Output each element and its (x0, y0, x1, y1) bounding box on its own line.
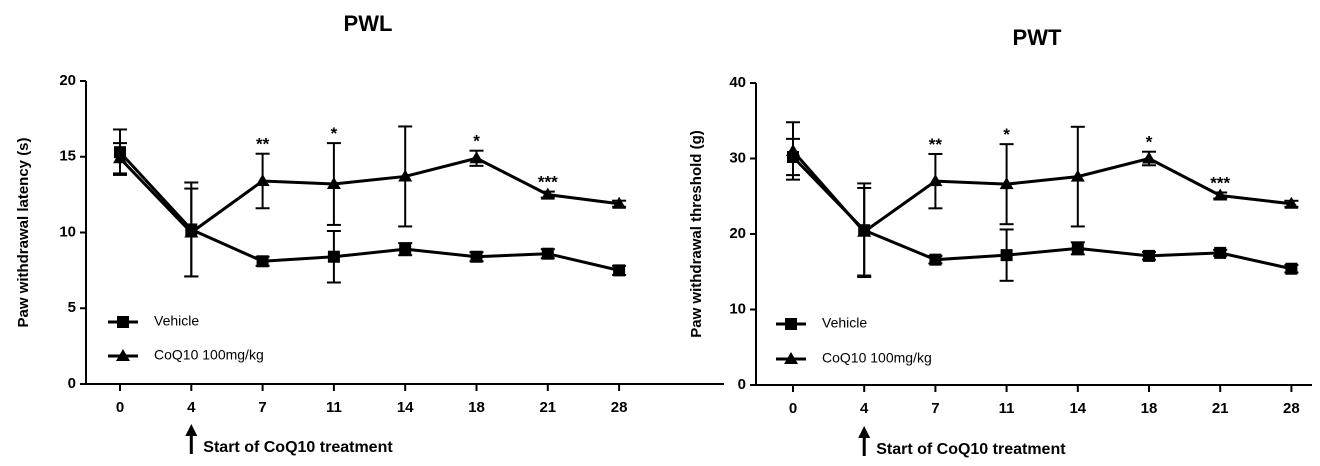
x-tick-label: 7 (931, 400, 939, 417)
series-line-coq10 (118, 156, 620, 235)
data-point-square (399, 243, 412, 256)
data-point-triangle (786, 143, 800, 156)
x-tick-label: 4 (187, 399, 196, 416)
data-point-triangle (612, 196, 627, 209)
x-tick-label: 0 (789, 400, 797, 417)
significance-marker: ** (929, 135, 943, 154)
data-point-triangle (928, 174, 943, 187)
data-point-triangle (1070, 169, 1085, 182)
x-tick-label: 0 (116, 399, 124, 416)
arrow-head (858, 426, 871, 438)
series-line-vehicle (118, 151, 620, 272)
data-point-triangle (326, 177, 341, 190)
chart-title: PWL (344, 11, 393, 36)
significance-marker: * (473, 132, 480, 151)
data-point-triangle (857, 224, 872, 237)
x-tick-label: 11 (326, 399, 342, 416)
y-tick-label: 0 (68, 375, 76, 392)
data-point-square (1000, 249, 1013, 262)
y-tick-label: 0 (738, 376, 746, 393)
y-tick-label: 40 (729, 74, 746, 91)
x-tick-label: 18 (468, 399, 485, 416)
legend-marker-triangle (784, 352, 798, 364)
legend-marker-square (117, 316, 129, 328)
x-tick-label: 14 (1069, 400, 1086, 417)
x-tick-label: 21 (1212, 400, 1229, 417)
significance-marker: * (1003, 125, 1010, 144)
y-tick-label: 20 (59, 72, 76, 89)
data-point-square (541, 247, 554, 260)
data-point-square (929, 253, 942, 266)
data-point-triangle (1142, 151, 1156, 164)
x-tick-label: 14 (397, 399, 414, 416)
data-point-square (1285, 262, 1298, 275)
x-tick-label: 18 (1141, 400, 1158, 417)
data-point-triangle (255, 173, 270, 186)
y-tick-label: 20 (729, 225, 746, 242)
data-point-square (256, 255, 269, 268)
legend-label: Vehicle (154, 313, 199, 329)
significance-marker: ** (256, 135, 270, 154)
arrow-head (185, 424, 198, 436)
x-tick-label: 28 (1283, 400, 1300, 417)
series-line-coq10 (791, 149, 1292, 234)
y-tick-label: 10 (59, 223, 76, 240)
significance-marker: * (1146, 133, 1153, 152)
data-point-triangle (469, 151, 484, 164)
significance-marker: *** (1210, 173, 1230, 192)
x-tick-label: 4 (860, 400, 869, 417)
data-point-triangle (540, 187, 555, 200)
data-point-triangle (398, 169, 413, 182)
data-point-square (470, 250, 483, 263)
data-point-triangle (113, 151, 127, 164)
y-tick-label: 5 (68, 299, 76, 316)
data-point-square (327, 250, 340, 263)
data-point-triangle (1284, 196, 1299, 209)
y-tick-label: 15 (59, 148, 76, 165)
data-point-triangle (184, 225, 199, 238)
y-tick-label: 10 (729, 300, 746, 317)
significance-marker: * (331, 124, 338, 143)
chart-title: PWT (1013, 25, 1062, 50)
legend-marker-triangle (116, 349, 130, 361)
legend-marker-square (785, 318, 797, 330)
x-tick-label: 11 (999, 400, 1015, 417)
x-tick-label: 21 (539, 399, 556, 416)
x-tick-label: 28 (611, 399, 628, 416)
series-line-vehicle (791, 155, 1292, 271)
treatment-annotation: Start of CoQ10 treatment (203, 439, 393, 456)
data-point-triangle (1213, 188, 1228, 201)
data-point-square (613, 264, 626, 277)
legend-label: CoQ10 100mg/kg (154, 347, 264, 363)
x-tick-label: 7 (258, 399, 266, 416)
y-axis-label: Paw withdrawal threshold (g) (688, 130, 705, 338)
legend-label: Vehicle (822, 315, 867, 331)
significance-marker: *** (538, 173, 558, 192)
legend-label: CoQ10 100mg/kg (822, 350, 932, 366)
data-point-square (1214, 246, 1227, 259)
chart-panel-pwl: PWL Paw withdrawal latency (s) 0 5 10 15 20 0 4 7… (15, 11, 724, 456)
y-tick-label: 30 (729, 149, 746, 166)
data-point-square (1143, 249, 1155, 262)
data-point-square (1071, 242, 1084, 255)
treatment-annotation: Start of CoQ10 treatment (876, 441, 1066, 458)
y-axis-label: Paw withdrawal latency (s) (15, 137, 32, 327)
data-point-triangle (999, 177, 1014, 190)
